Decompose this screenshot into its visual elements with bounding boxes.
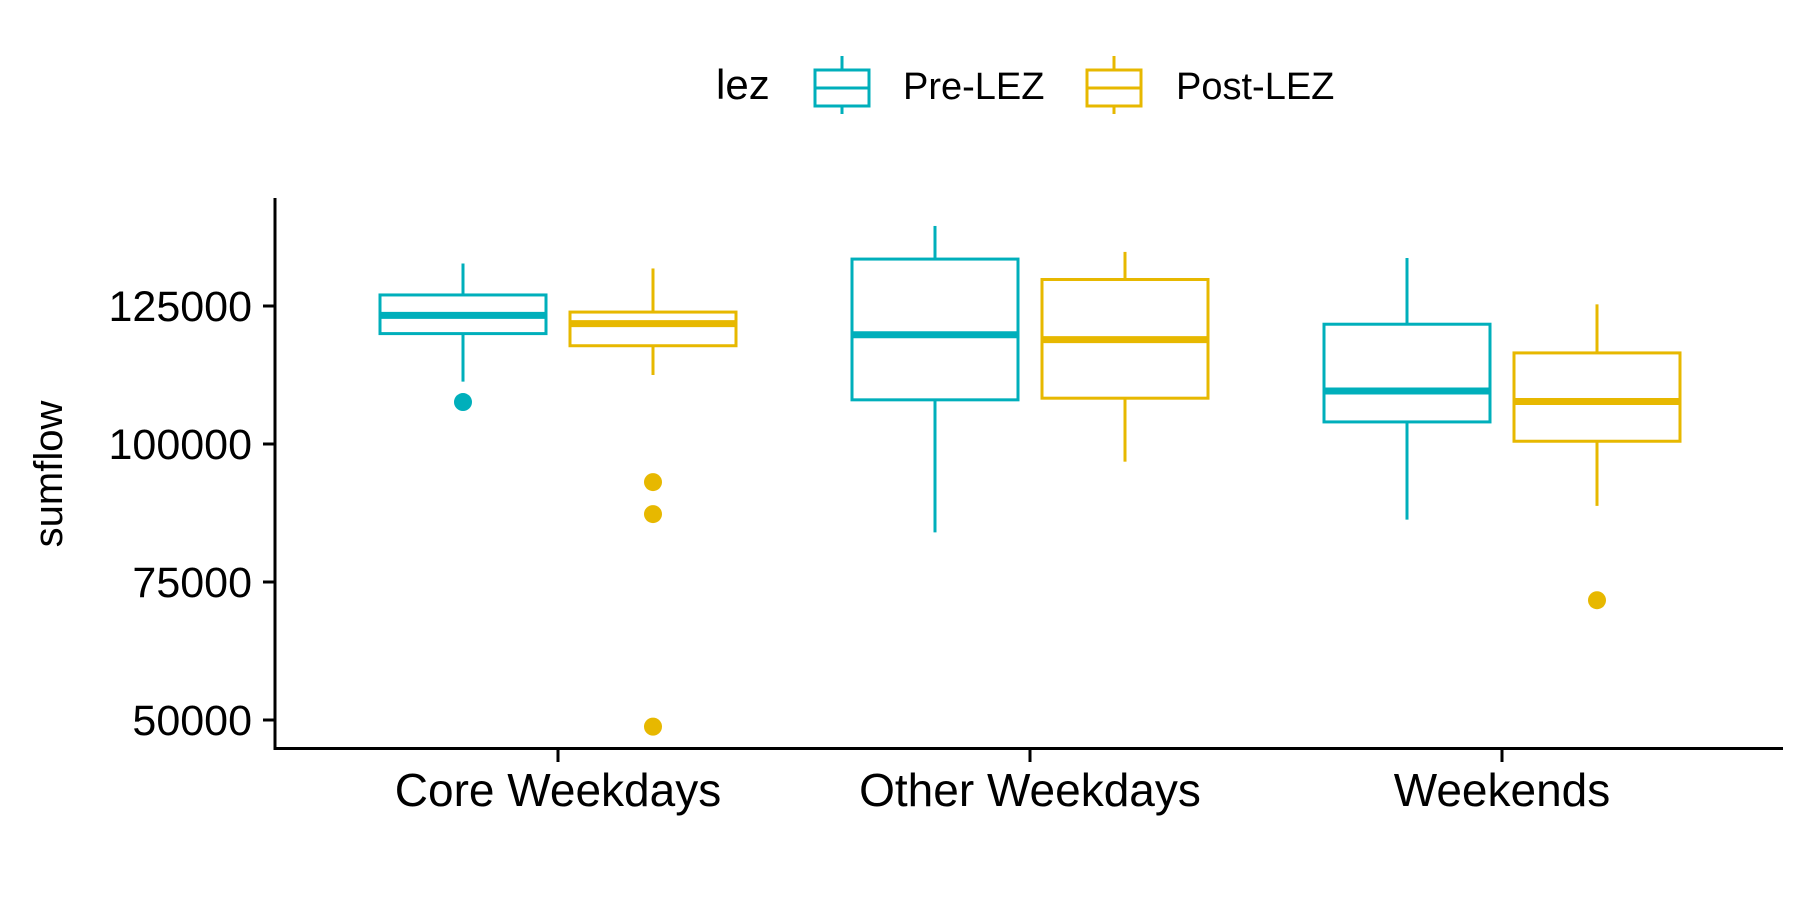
x-tick-label: Core Weekdays: [395, 764, 721, 816]
legend-title: lez: [716, 61, 770, 108]
y-tick-label: 100000: [109, 421, 253, 469]
boxes: [378, 225, 1682, 736]
box-post-lez-other-weekdays: [1040, 251, 1210, 462]
axes: sumflow: [27, 198, 1783, 750]
box-post-lez-core-weekdays: [568, 268, 738, 736]
y-tick-label: 75000: [132, 559, 252, 607]
iqr-box: [1512, 351, 1682, 443]
iqr-box: [1322, 322, 1492, 424]
outlier-point: [1588, 591, 1606, 610]
outlier-point: [644, 717, 662, 736]
iqr-box: [568, 310, 738, 348]
x-tick-label: Weekends: [1394, 764, 1611, 816]
legend: lez Pre-LEZ Post-LEZ: [716, 56, 1334, 114]
legend-key-pre-lez: [813, 56, 871, 114]
legend-label: Pre-LEZ: [903, 66, 1044, 108]
legend-key-post-lez: [1085, 56, 1143, 114]
outlier-point: [644, 473, 662, 492]
y-axis-title: sumflow: [27, 401, 71, 548]
y-tick-label: 50000: [132, 697, 252, 745]
box-pre-lez-core-weekdays: [378, 263, 548, 412]
iqr-box: [850, 257, 1020, 402]
legend-label: Post-LEZ: [1176, 66, 1334, 108]
outlier-point: [644, 505, 662, 524]
outlier-point: [454, 393, 472, 412]
x-tick-label: Other Weekdays: [859, 764, 1201, 816]
box-pre-lez-weekends: [1322, 257, 1492, 520]
ticks: 50000 75000 100000 125000 Core Weekdays Other…: [109, 283, 1611, 816]
box-post-lez-weekends: [1512, 304, 1682, 610]
y-tick-label: 125000: [109, 283, 253, 331]
box-pre-lez-other-weekdays: [850, 225, 1020, 533]
